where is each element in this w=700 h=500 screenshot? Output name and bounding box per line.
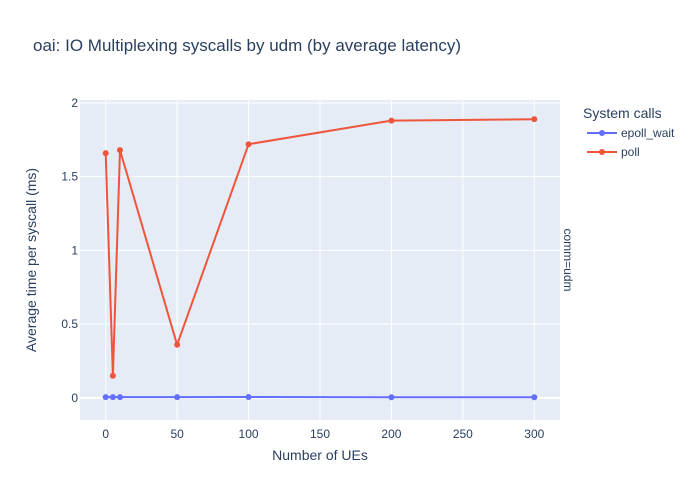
legend-label: epoll_wait [621,126,675,140]
x-tick-label: 200 [381,427,401,441]
x-tick-label: 50 [170,427,184,441]
data-point-epoll-wait [109,394,116,401]
y-tick-label: 1 [71,243,78,257]
x-tick-label: 250 [453,427,473,441]
data-point-poll [109,372,116,379]
series-epoll-wait [102,393,538,401]
x-tick-label: 300 [524,427,544,441]
y-tick-label: 0.5 [61,317,78,331]
data-point-epoll-wait [117,394,123,401]
x-tick-label: 0 [102,427,109,441]
x-tick-label: 100 [239,427,259,441]
legend-swatch-marker [599,130,605,136]
data-point-epoll-wait [531,394,538,401]
data-point-epoll-wait [102,394,109,401]
x-tick-labels: 0 50 100 150 200 250 300 [102,427,544,441]
x-tick-label: 150 [310,427,330,441]
y-tick-labels: 0 0.5 1 1.5 2 [61,96,78,405]
series-poll [102,116,538,379]
x-axis-title: Number of UEs [272,447,368,463]
data-point-epoll-wait [174,394,181,401]
y-axis-title: Average time per syscall (ms) [23,168,39,352]
data-point-poll [245,141,252,148]
legend-title: System calls [583,105,662,121]
facet-label: comm=udm [561,228,575,291]
data-point-poll [102,150,109,157]
legend-swatch-marker [599,149,605,155]
data-point-epoll-wait [245,393,252,400]
series-lines [102,116,538,401]
data-point-poll [174,341,181,348]
data-point-epoll-wait [388,394,395,401]
data-point-poll [531,116,538,123]
legend-item-epoll-wait[interactable]: epoll_wait [587,126,675,140]
y-tick-label: 0 [71,391,78,405]
legend-label: poll [621,145,640,159]
data-point-poll [117,147,123,154]
y-tick-label: 2 [71,96,78,110]
data-point-poll [388,117,395,124]
chart-title: oai: IO Multiplexing syscalls by udm (by… [33,36,461,55]
legend-item-poll[interactable]: poll [587,145,640,159]
y-tick-label: 1.5 [61,170,78,184]
